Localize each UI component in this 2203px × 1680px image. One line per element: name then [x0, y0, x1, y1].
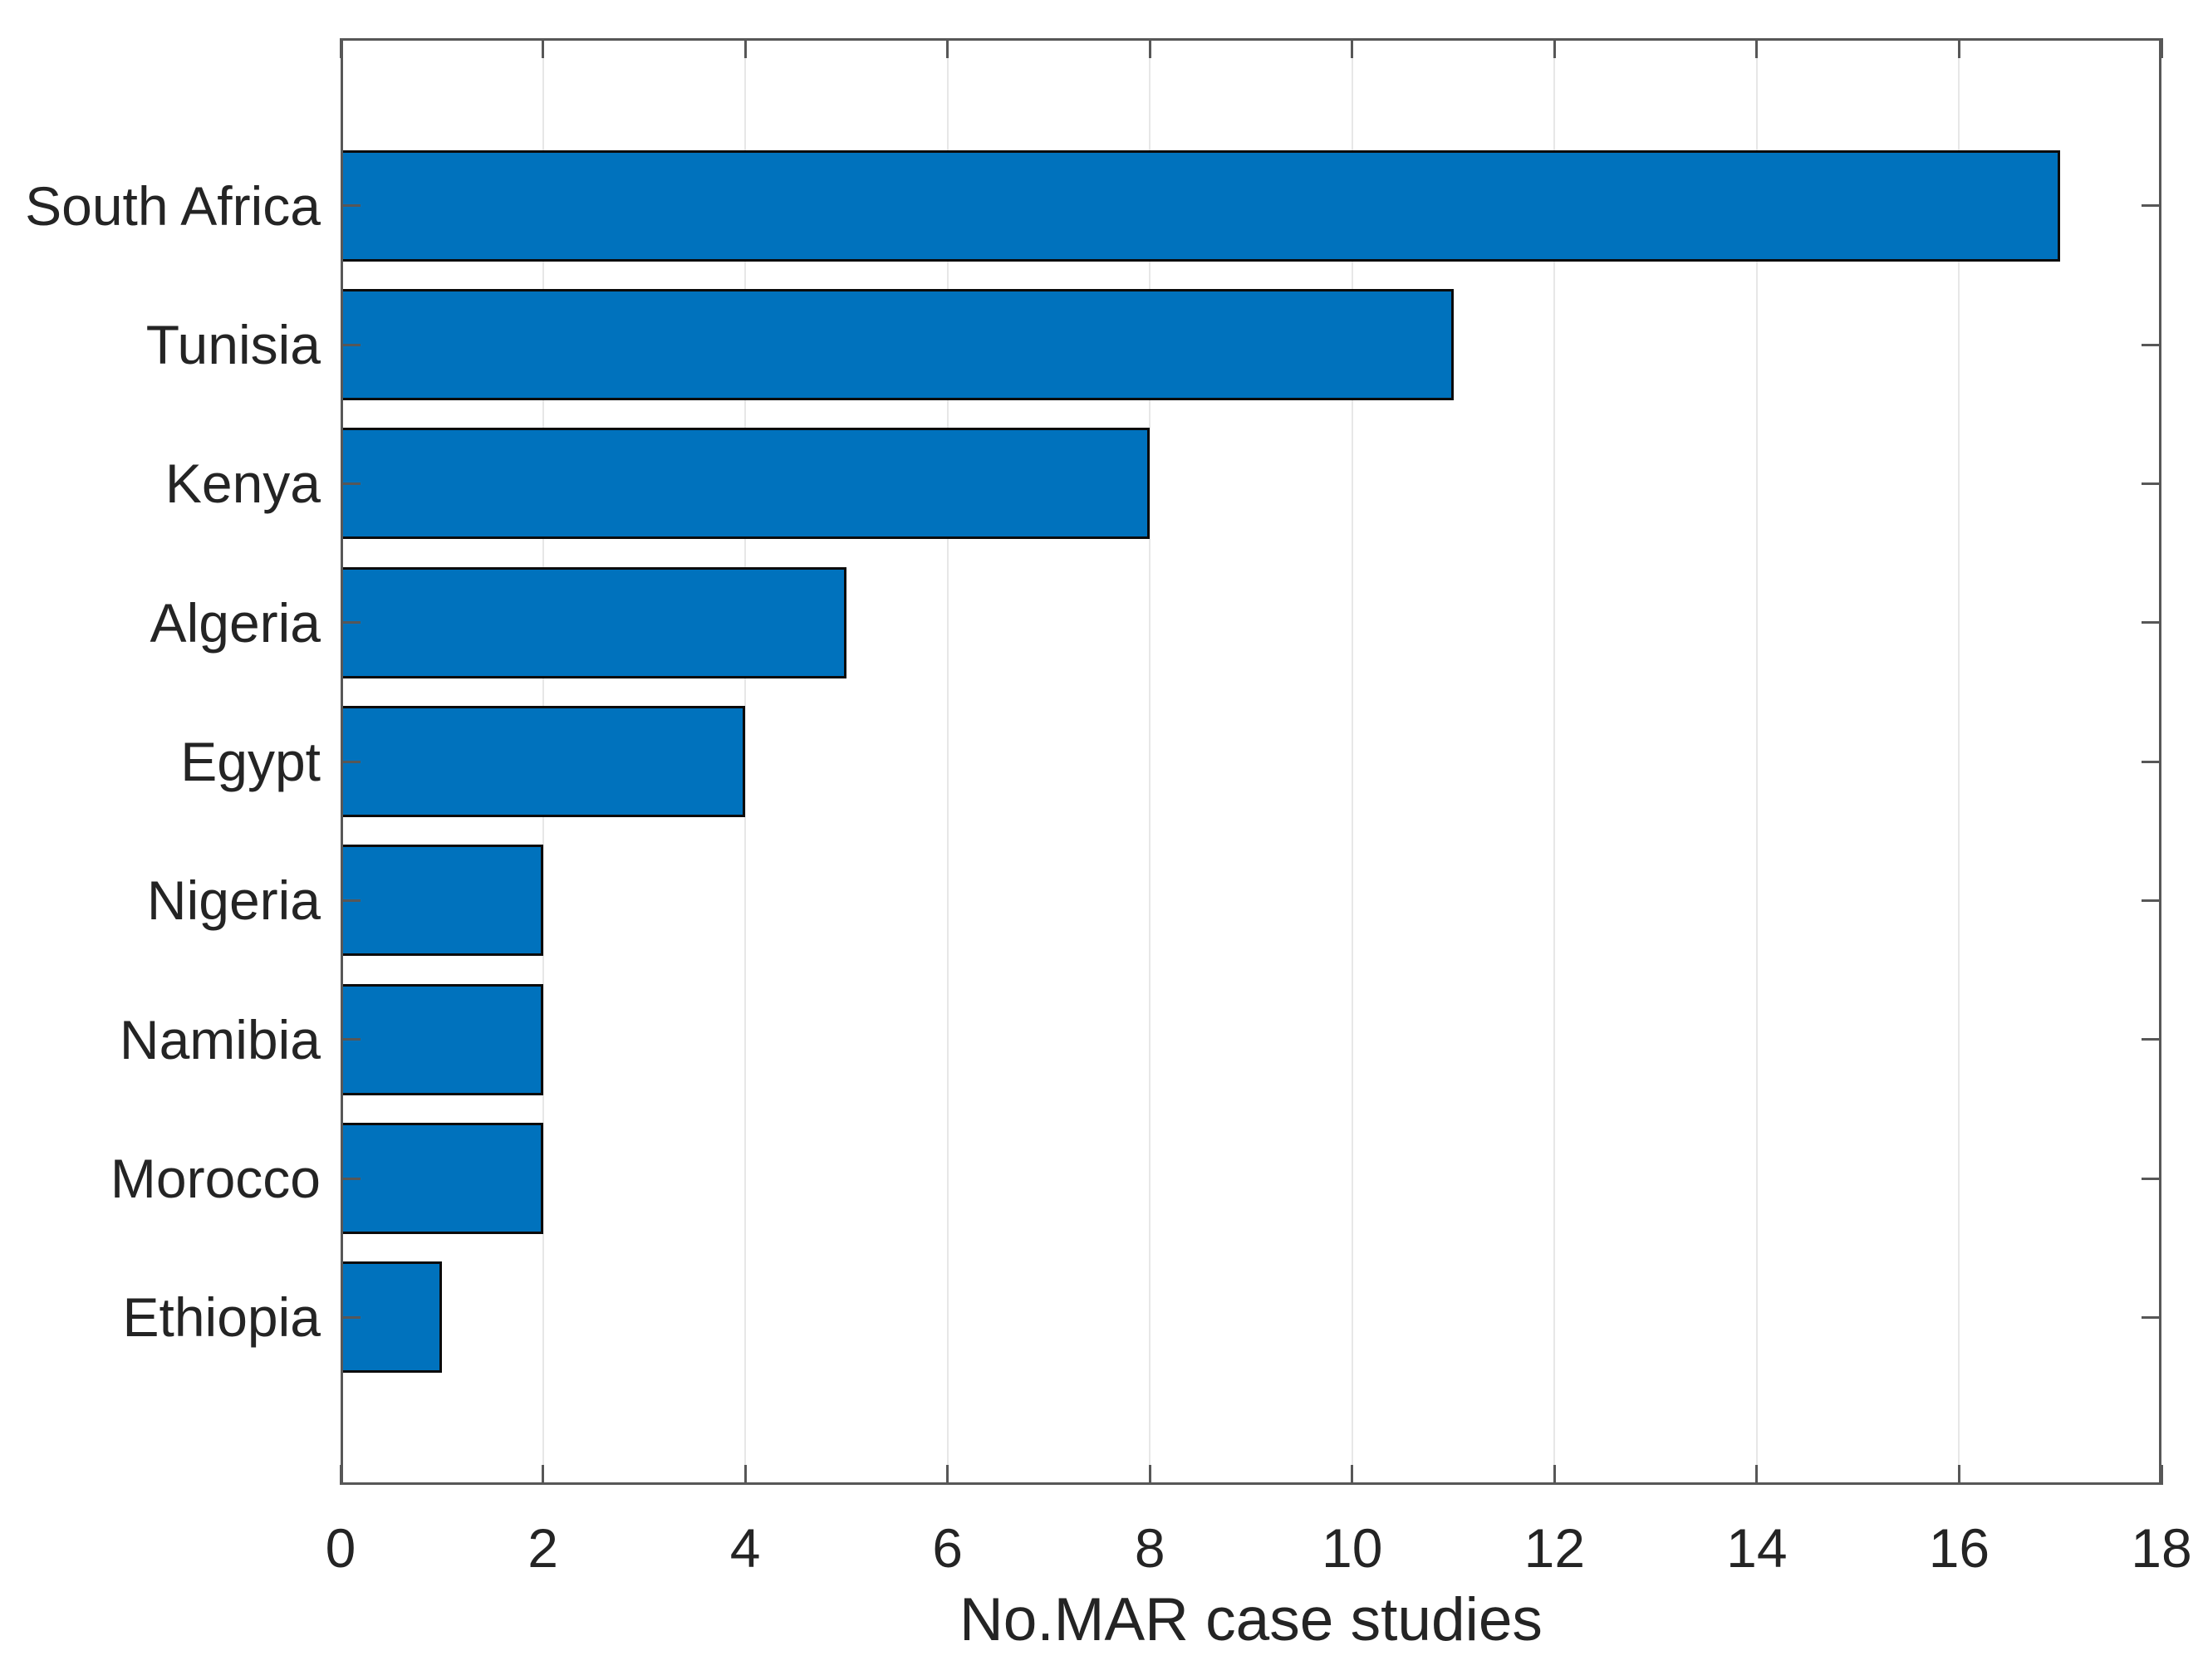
y-tick-label: Nigeria	[146, 869, 321, 932]
y-tick-mark-right	[2142, 1315, 2161, 1319]
x-axis-title: No.MAR case studies	[959, 1586, 1543, 1653]
bar	[341, 149, 2061, 262]
bar	[341, 428, 1151, 540]
bar	[341, 845, 543, 957]
bar	[341, 289, 1454, 400]
x-tick-label: 18	[2131, 1517, 2192, 1579]
bar	[341, 566, 846, 678]
y-tick-mark-right	[2142, 482, 2161, 485]
x-tick-mark-bottom	[1755, 1465, 1759, 1485]
y-tick-mark-left	[341, 204, 361, 208]
y-tick-mark-left	[341, 1038, 361, 1041]
x-tick-mark-top	[1148, 38, 1151, 58]
x-tick-mark-top	[1553, 38, 1556, 58]
bar	[341, 1123, 543, 1234]
x-tick-mark-top	[743, 38, 747, 58]
x-tick-mark-top	[542, 38, 545, 58]
x-tick-mark-top	[946, 38, 949, 58]
y-tick-label: Ethiopia	[122, 1286, 321, 1349]
y-tick-label: Namibia	[119, 1008, 321, 1070]
x-tick-mark-top	[1755, 38, 1759, 58]
x-tick-mark-top	[1957, 38, 1960, 58]
x-tick-mark-bottom	[2160, 1465, 2163, 1485]
gridline	[1149, 38, 1151, 1485]
gridline	[1755, 38, 1758, 1485]
x-tick-mark-bottom	[1148, 1465, 1151, 1485]
y-tick-label: Morocco	[110, 1148, 321, 1209]
x-tick-mark-bottom	[1553, 1465, 1556, 1485]
x-tick-label: 4	[729, 1517, 761, 1579]
x-tick-label: 6	[932, 1517, 964, 1579]
x-tick-label: 14	[1726, 1517, 1788, 1579]
y-tick-label: South Africa	[25, 174, 321, 237]
gridline	[744, 38, 747, 1485]
y-tick-mark-left	[341, 621, 361, 624]
x-tick-mark-top	[2160, 38, 2163, 58]
x-tick-mark-bottom	[743, 1465, 747, 1485]
y-tick-mark-left	[341, 760, 361, 763]
gridline	[1351, 38, 1353, 1485]
y-tick-label: Algeria	[150, 591, 321, 654]
x-tick-mark-top	[1351, 38, 1354, 58]
y-tick-label: Tunisia	[145, 314, 321, 375]
y-tick-mark-left	[341, 482, 361, 485]
x-tick-label: 0	[325, 1517, 356, 1579]
x-tick-label: 2	[527, 1517, 558, 1579]
x-tick-label: 8	[1134, 1517, 1165, 1579]
x-tick-mark-bottom	[1351, 1465, 1354, 1485]
y-axis-labels: South Africa Tunisia Kenya Algeria Egypt Nige…	[0, 0, 321, 1680]
y-tick-label: Egypt	[180, 731, 321, 792]
x-tick-label: 10	[1322, 1517, 1383, 1579]
y-tick-mark-left	[341, 1177, 361, 1180]
x-tick-mark-bottom	[542, 1465, 545, 1485]
x-tick-mark-top	[339, 38, 342, 58]
gridline	[1553, 38, 1556, 1485]
y-tick-mark-right	[2142, 760, 2161, 763]
y-tick-mark-left	[341, 1315, 361, 1319]
y-tick-mark-left	[341, 343, 361, 346]
x-tick-mark-bottom	[1957, 1465, 1960, 1485]
x-tick-label: 12	[1523, 1517, 1586, 1579]
y-tick-mark-right	[2142, 1038, 2161, 1041]
y-tick-mark-left	[341, 899, 361, 902]
plot-area	[339, 38, 2163, 1485]
gridline	[946, 38, 949, 1485]
y-tick-mark-right	[2142, 343, 2161, 346]
gridline	[1958, 38, 1960, 1485]
y-tick-label: Kenya	[164, 453, 321, 515]
y-tick-mark-right	[2142, 204, 2161, 208]
y-tick-mark-right	[2142, 1177, 2161, 1180]
y-tick-mark-right	[2142, 899, 2161, 902]
bar	[341, 706, 746, 817]
bar	[341, 983, 543, 1095]
x-tick-mark-bottom	[946, 1465, 949, 1485]
y-tick-mark-right	[2142, 621, 2161, 624]
x-tick-mark-bottom	[339, 1465, 342, 1485]
x-tick-label: 16	[1928, 1517, 1990, 1579]
